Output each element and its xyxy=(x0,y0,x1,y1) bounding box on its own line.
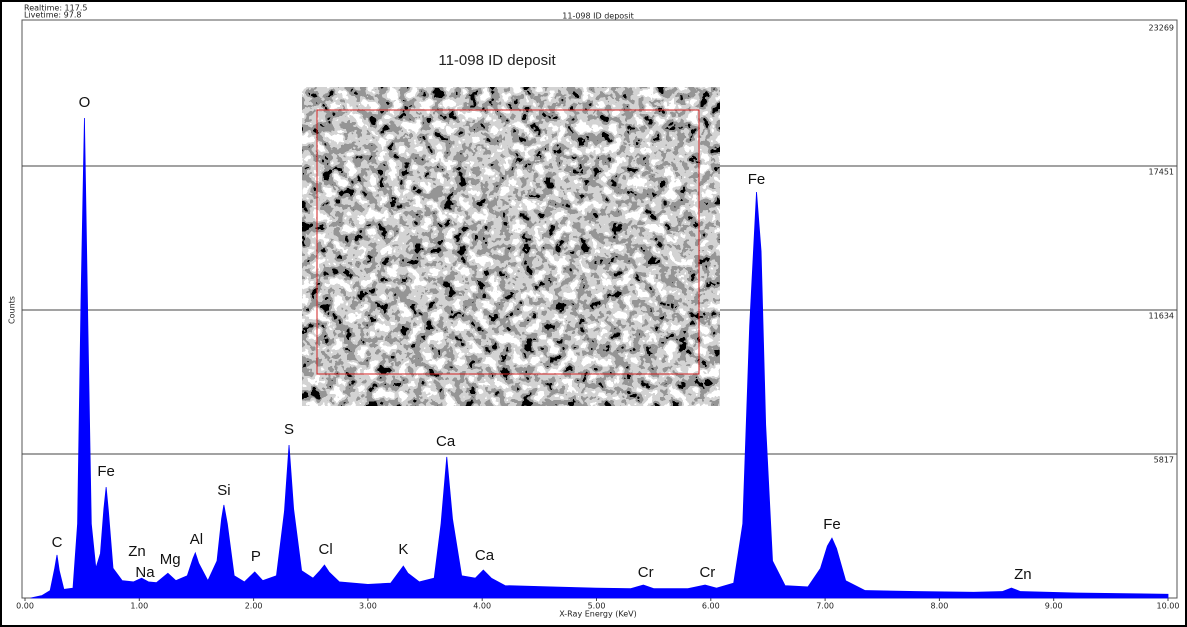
peak-label: Na xyxy=(135,564,155,581)
x-axis-label: X-Ray Energy (KeV) xyxy=(559,610,637,619)
x-tick-label: 8.00 xyxy=(930,602,948,611)
y-tick-label: 5817 xyxy=(1154,456,1174,465)
x-tick-label: 3.00 xyxy=(359,602,377,611)
peak-label: Zn xyxy=(128,543,146,560)
header-title: 11-098 ID deposit xyxy=(562,12,633,21)
peak-label: Cr xyxy=(699,564,715,581)
peak-label: Fe xyxy=(748,171,766,188)
y-axis-label: Counts xyxy=(8,296,17,324)
peak-label: O xyxy=(79,94,91,111)
peak-label: Cl xyxy=(319,541,333,558)
x-tick-label: 4.00 xyxy=(473,602,491,611)
x-tick-label: 1.00 xyxy=(130,602,148,611)
x-tick-label: 10.00 xyxy=(1157,602,1180,611)
x-tick-label: 9.00 xyxy=(1045,602,1063,611)
peak-label: Fe xyxy=(823,516,841,533)
y-tick-label: 23269 xyxy=(1149,24,1174,33)
peak-label: Ca xyxy=(475,547,495,564)
x-tick-label: 6.00 xyxy=(702,602,720,611)
peak-label: Fe xyxy=(97,463,115,480)
x-tick-label: 2.00 xyxy=(245,602,263,611)
peak-label: P xyxy=(251,548,261,565)
peak-label: S xyxy=(284,421,294,438)
peak-label: Cr xyxy=(638,564,654,581)
x-tick-label: 0.00 xyxy=(16,602,34,611)
peak-label: Zn xyxy=(1014,566,1032,583)
sem-texture xyxy=(302,87,720,406)
peak-label: K xyxy=(398,541,408,558)
chart-title: 11-098 ID deposit xyxy=(438,52,556,69)
peak-label: C xyxy=(52,534,63,551)
y-tick-label: 11634 xyxy=(1149,312,1174,321)
peak-label: Al xyxy=(190,531,203,548)
sem-image xyxy=(302,87,720,406)
peak-label: Ca xyxy=(436,433,456,450)
y-tick-label: 17451 xyxy=(1149,168,1174,177)
chart: 58171163417451232690.001.002.003.004.005… xyxy=(0,0,1187,627)
livetime: Livetime: 97.8 xyxy=(24,11,81,20)
peak-label: Mg xyxy=(160,551,181,568)
x-tick-label: 7.00 xyxy=(816,602,834,611)
peak-label: Si xyxy=(217,482,230,499)
